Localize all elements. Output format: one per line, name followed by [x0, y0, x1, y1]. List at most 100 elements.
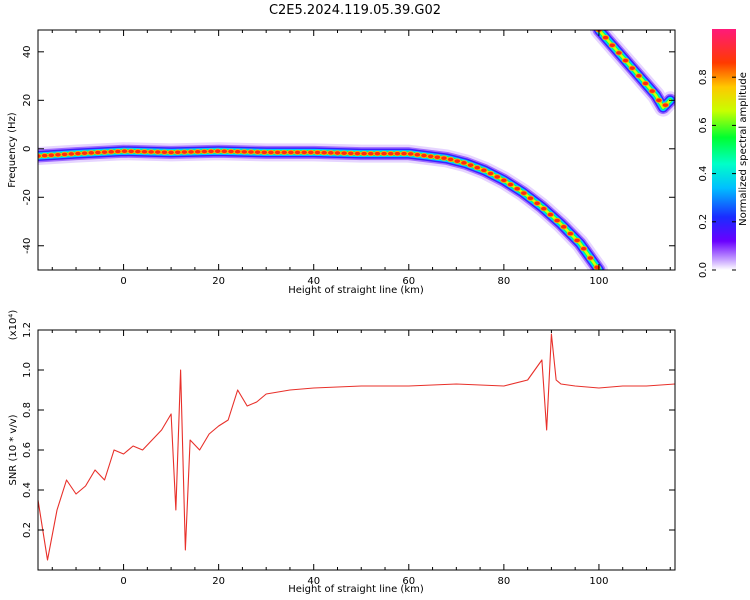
spectrogram-hotspot	[580, 246, 588, 252]
spectrogram-hotspot	[648, 88, 656, 94]
spectrogram-hotspot	[74, 150, 82, 157]
snr-ticks: 0 20 40 60 80 100 0.2 0.4 0.6 0.8 1.0 1.2	[22, 322, 675, 587]
spectrogram-hotspot	[340, 150, 348, 156]
spectrogram-hotspot	[447, 156, 455, 163]
spectrogram-hotspot	[320, 150, 328, 156]
spectrogram-hotspot	[147, 149, 155, 155]
spectrogram-hotspot	[313, 149, 322, 156]
snr-y-tick-label: 1.0	[22, 362, 33, 378]
snr-series	[38, 333, 675, 561]
spectrogram-hotspot	[333, 150, 342, 156]
spectrogram-y-tick-label: -20	[22, 189, 33, 205]
snr-series-line	[38, 333, 675, 561]
spectrogram-hotspot	[480, 167, 488, 173]
spectrogram-hotspot	[387, 151, 395, 157]
spectrogram-x-tick-label: 40	[307, 276, 320, 287]
spectrogram-hotspot	[127, 148, 135, 155]
snr-x-axis-label: Height of straight line (km)	[288, 584, 424, 595]
spectrogram-hotspot	[560, 224, 568, 230]
snr-background	[38, 330, 675, 570]
spectrogram-hotspot	[220, 148, 228, 154]
spectrogram-hotspot	[307, 149, 315, 156]
spectrogram-hotspot	[67, 151, 75, 157]
colorbar-tick-label: 0.0	[698, 262, 709, 278]
spectrogram-hotspot	[413, 152, 421, 158]
colorbar-tick-label: 0.6	[698, 117, 709, 133]
spectrogram-hotspot	[440, 155, 448, 161]
spectrogram-hotspot	[460, 160, 468, 166]
spectrogram-hotspot	[100, 149, 109, 155]
spectrogram-hotspot	[608, 42, 616, 48]
spectrogram-hotspot	[347, 150, 355, 156]
colorbar-ticks: 0.0 0.2 0.4 0.6 0.8	[698, 69, 736, 278]
spectrogram-hotspot	[174, 149, 182, 155]
spectrogram-hotspot	[420, 152, 428, 159]
snr-x-tick-label: 20	[212, 576, 225, 587]
snr-y-tick-label: 1.2	[22, 322, 33, 338]
snr-x-tick-label: 40	[307, 576, 320, 587]
spectrogram-hotspot	[94, 149, 102, 156]
spectrogram-hotspot	[207, 148, 215, 155]
spectrogram-hotspot	[641, 80, 650, 87]
spectrogram-hotspot	[227, 148, 235, 155]
spectrogram-hotspot	[80, 150, 89, 156]
figure-title: C2E5.2024.119.05.39.G02	[269, 3, 441, 18]
colorbar-gradient	[712, 29, 736, 270]
spectrogram-hotspot	[194, 149, 202, 155]
spectrogram-hotspot	[380, 151, 388, 157]
snr-x-tick-label: 100	[589, 576, 608, 587]
spectrogram-hotspot	[573, 237, 581, 244]
spectrogram-hotspot	[180, 149, 189, 155]
spectrogram-hotspot	[546, 212, 555, 218]
spectrogram-hotspot	[655, 97, 663, 103]
spectrogram-hotspot	[234, 149, 242, 155]
snr-y-tick-label: 0.6	[22, 442, 33, 458]
spectrogram-hotspot	[635, 73, 643, 79]
spectrogram-hotspot	[615, 50, 623, 56]
spectrogram-hotspot	[154, 149, 162, 155]
spectrogram-hotspot	[601, 35, 610, 41]
spectrogram-hotspot	[167, 149, 175, 156]
spectrogram-hotspot	[280, 149, 288, 156]
snr-y-tick-label: 0.8	[22, 402, 33, 418]
spectrogram-hotspot	[433, 154, 441, 160]
spectrogram-hotspot	[293, 149, 302, 156]
spectrogram-hotspot	[513, 186, 521, 192]
spectrogram-y-tick-label: 40	[22, 45, 33, 58]
spectrogram-frame	[37, 29, 676, 271]
spectrogram-hotspot	[628, 65, 636, 71]
snr-x-tick-label: 80	[497, 576, 510, 587]
spectrogram-hotspot	[54, 152, 62, 158]
spectrogram-hotspot	[47, 152, 55, 158]
snr-y-tick-label: 0.4	[22, 482, 33, 498]
spectrogram-hotspot	[526, 195, 535, 201]
spectrogram-hotspot	[254, 149, 262, 155]
spectrogram-hotspot	[260, 149, 268, 155]
spectrogram-hotspot	[367, 151, 375, 157]
spectrogram-panel: 0 20 40 60 80 100 -40 -20 0 20 40 Height of straig…	[7, 29, 676, 296]
spectrogram-y-tick-label: -40	[22, 238, 33, 254]
spectrogram-hotspot	[240, 149, 248, 155]
spectrogram-hotspot	[267, 149, 275, 156]
spectrogram-hotspot	[247, 149, 255, 155]
spectrogram-hotspot	[41, 153, 49, 159]
spectrogram-x-tick-label: 0	[120, 276, 126, 287]
colorbar-tick-label: 0.2	[698, 214, 709, 230]
spectrogram-hotspot	[453, 158, 461, 164]
spectrogram-x-tick-label: 80	[497, 276, 510, 287]
snr-panel: 0 20 40 60 80 100 0.2 0.4 0.6 0.8 1.0 1.2 Height of…	[8, 310, 676, 595]
spectrogram-hotspot	[466, 162, 475, 168]
spectrogram-hotspot	[61, 151, 69, 157]
spectrogram-hotspot	[400, 151, 408, 157]
snr-x-tick-label: 0	[120, 576, 126, 587]
spectrogram-hotspot	[393, 151, 401, 157]
spectrogram-x-axis-label: Height of straight line (km)	[288, 285, 424, 296]
spectrogram-hotspot	[360, 151, 368, 157]
spectrogram-y-tick-label: 0	[22, 146, 33, 152]
spectrogram-hotspot	[500, 177, 508, 183]
spectrogram-x-tick-label: 100	[589, 276, 608, 287]
spectrogram-y-axis-label: Frequency (Hz)	[7, 112, 18, 188]
spectrogram-hotspot	[353, 150, 362, 157]
spectrogram-hotspot	[553, 217, 561, 224]
